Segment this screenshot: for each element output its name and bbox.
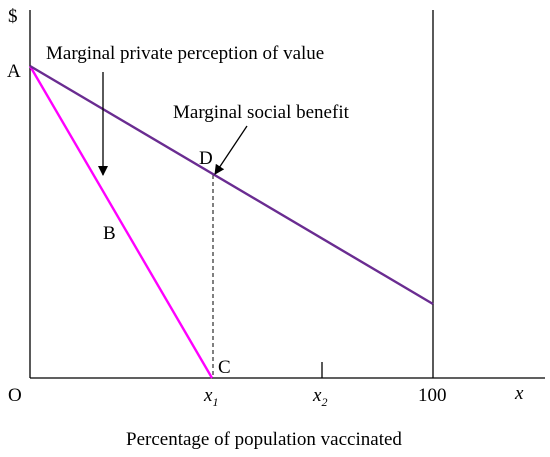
- point-a-label: A: [7, 61, 21, 82]
- x2-subscript: 2: [321, 395, 327, 409]
- x1-subscript: 1: [212, 395, 218, 409]
- marginal-private-value-line: [28, 65, 214, 379]
- marginal-social-benefit-line: [29, 64, 434, 306]
- hundred-tick-label: 100: [418, 385, 447, 406]
- x-axis-label: x: [514, 383, 524, 404]
- x2-base: x: [312, 385, 322, 406]
- point-b-label: B: [103, 223, 116, 244]
- x-axis-caption: Percentage of population vaccinated: [126, 429, 402, 450]
- x2-tick-label: x2: [312, 385, 327, 409]
- y-axis-label: $: [8, 6, 18, 27]
- origin-label: O: [8, 385, 22, 406]
- social-benefit-annotation: Marginal social benefit: [173, 102, 350, 123]
- x1-tick-label: x1: [203, 385, 218, 409]
- point-c-label: C: [218, 357, 231, 378]
- x1-base: x: [203, 385, 213, 406]
- social-benefit-arrow: [214, 125, 248, 175]
- private-value-annotation: Marginal private perception of value: [46, 43, 324, 64]
- point-d-label: D: [199, 148, 213, 169]
